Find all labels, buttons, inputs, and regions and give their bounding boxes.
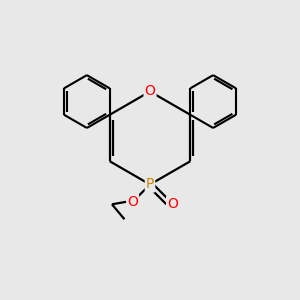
Text: P: P xyxy=(146,178,154,191)
Text: O: O xyxy=(145,85,155,98)
Text: O: O xyxy=(167,197,178,211)
Text: O: O xyxy=(127,195,138,209)
